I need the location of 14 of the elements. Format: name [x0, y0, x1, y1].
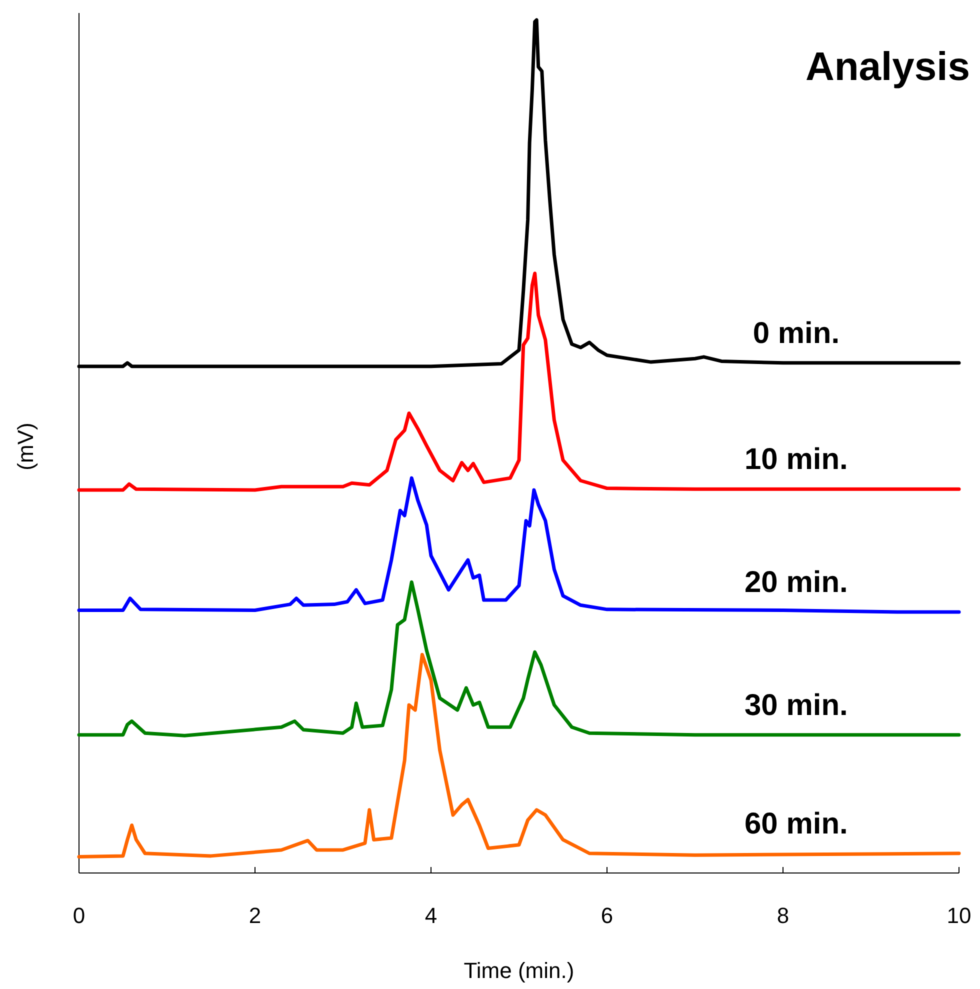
x-tick-label: 10 — [946, 903, 972, 928]
x-tick-label: 0 — [72, 903, 86, 928]
x-tick-label: 8 — [776, 903, 790, 928]
x-axis-title: Time (min.) — [464, 958, 574, 983]
series-label: 10 min. — [744, 443, 848, 476]
text: Analysis — [805, 45, 970, 89]
series-label: 30 min. — [744, 688, 848, 722]
x-tick-label: 6 — [600, 903, 614, 928]
x-tick-label: 4 — [424, 903, 438, 928]
x-tick-label: 2 — [248, 903, 262, 928]
series-label: 0 min. — [752, 316, 840, 350]
y-axis-title: (mV) — [13, 422, 38, 470]
series-label: 20 min. — [744, 566, 848, 599]
series-label: 60 min. — [744, 807, 848, 840]
